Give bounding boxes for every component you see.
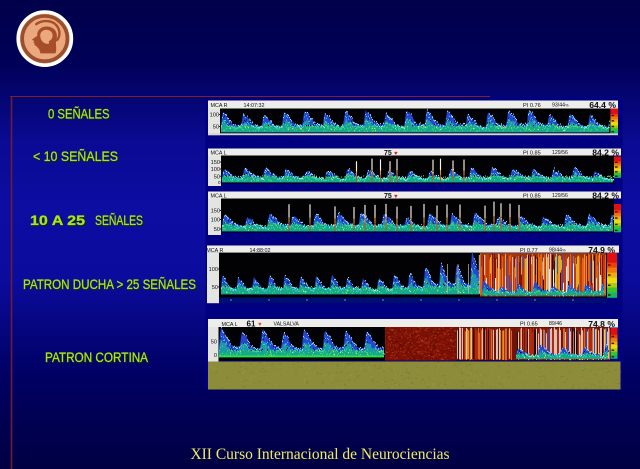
svg-text:0 SEÑALES: 0 SEÑALES <box>49 107 111 123</box>
svg-text:MCA R: MCA R <box>206 248 223 254</box>
svg-text:50: 50 <box>211 340 217 346</box>
svg-text:PI 0.85: PI 0.85 <box>523 194 541 200</box>
svg-text:50: 50 <box>212 285 218 291</box>
svg-text:10 A 25: 10 A 25 <box>30 213 85 228</box>
svg-text:74.9 %: 74.9 % <box>588 245 615 255</box>
svg-text:75: 75 <box>384 193 392 200</box>
svg-text:84.2 %: 84.2 % <box>592 148 619 158</box>
svg-text:0: 0 <box>214 353 217 359</box>
svg-text:♥: ♥ <box>258 322 262 328</box>
svg-text:84.2 %: 84.2 % <box>592 191 619 201</box>
svg-text:0 SEÑALES: 0 SEÑALES <box>48 105 110 121</box>
svg-text:♥: ♥ <box>394 151 398 157</box>
svg-text:93/44%: 93/44% <box>552 103 569 109</box>
svg-text:SEÑALES: SEÑALES <box>95 212 143 228</box>
svg-text:74.8 %: 74.8 % <box>588 319 615 329</box>
svg-text:♥: ♥ <box>394 194 398 200</box>
svg-text:SEÑALES: SEÑALES <box>96 213 144 229</box>
svg-text:< 10 SEÑALES: < 10 SEÑALES <box>34 149 119 165</box>
svg-text:MCA R: MCA R <box>211 103 228 109</box>
svg-text:PI 0.85: PI 0.85 <box>523 151 541 157</box>
svg-text:VALSALVA: VALSALVA <box>274 322 300 328</box>
svg-text:75: 75 <box>384 150 392 157</box>
svg-text:129/56: 129/56 <box>552 150 568 156</box>
svg-text:98/44%: 98/44% <box>549 247 566 253</box>
svg-text:50: 50 <box>213 125 219 131</box>
svg-text:PI 0.77: PI 0.77 <box>520 248 538 254</box>
svg-text:150: 150 <box>211 209 220 215</box>
svg-text:0: 0 <box>218 180 221 185</box>
svg-text:10 A 25: 10 A 25 <box>31 214 86 229</box>
svg-text:14:88:02: 14:88:02 <box>250 248 271 254</box>
svg-text:14:07:32: 14:07:32 <box>244 103 265 109</box>
svg-text:MCA L: MCA L <box>211 151 227 157</box>
svg-text:100: 100 <box>210 113 219 119</box>
svg-text:100: 100 <box>211 218 220 224</box>
svg-text:61: 61 <box>247 319 256 328</box>
svg-text:64.4 %: 64.4 % <box>589 100 616 110</box>
svg-text:MCA L: MCA L <box>211 194 227 200</box>
svg-text:PI 0.65: PI 0.65 <box>520 321 538 327</box>
svg-text:PI 0.76: PI 0.76 <box>523 103 541 109</box>
svg-text:MCA L: MCA L <box>222 322 238 328</box>
svg-text:100: 100 <box>211 167 220 173</box>
svg-text:100: 100 <box>209 267 218 273</box>
svg-text:150: 150 <box>211 160 220 166</box>
svg-text:PATRON CORTINA: PATRON CORTINA <box>45 350 148 365</box>
svg-text:129/56: 129/56 <box>552 193 568 199</box>
svg-text:PATRON CORTINA: PATRON CORTINA <box>46 351 149 366</box>
svg-text:50: 50 <box>214 227 220 233</box>
svg-text:PATRON DUCHA > 25 SEÑALES: PATRON DUCHA > 25 SEÑALES <box>24 278 197 293</box>
svg-text:PATRON DUCHA > 25 SEÑALES: PATRON DUCHA > 25 SEÑALES <box>23 277 196 292</box>
svg-text:< 10 SEÑALES: < 10 SEÑALES <box>33 148 118 164</box>
svg-text:XII Curso Internacional de Neu: XII Curso Internacional de Neurociencias <box>190 446 449 463</box>
svg-text:89/46: 89/46 <box>549 321 562 327</box>
svg-text:50: 50 <box>214 174 220 180</box>
